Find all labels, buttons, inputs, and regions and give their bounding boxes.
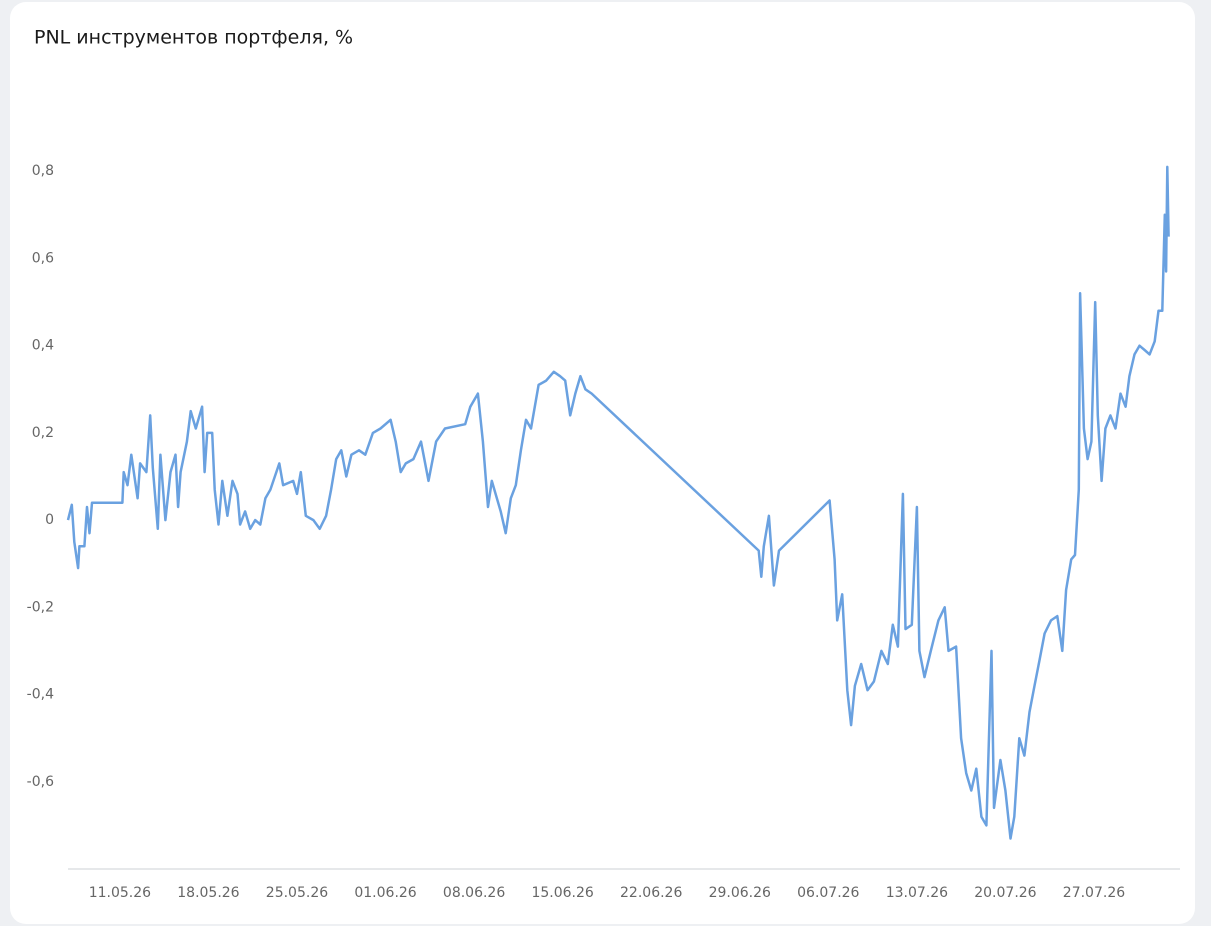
x-tick-label: 20.07.26 <box>974 885 1036 901</box>
x-tick-label: 27.07.26 <box>1063 885 1125 901</box>
card <box>10 2 1195 924</box>
x-tick-label: 29.06.26 <box>709 885 771 901</box>
x-tick-label: 08.06.26 <box>443 885 505 901</box>
y-tick-label: 0,8 <box>32 163 54 179</box>
y-tick-label: -0,4 <box>27 687 54 703</box>
y-tick-label: -0,6 <box>27 774 54 790</box>
x-tick-label: 13.07.26 <box>886 885 948 901</box>
x-tick-label: 01.06.26 <box>354 885 416 901</box>
x-tick-label: 25.05.26 <box>266 885 328 901</box>
y-tick-label: 0,4 <box>32 338 54 354</box>
x-tick-label: 22.06.26 <box>620 885 682 901</box>
x-tick-label: 15.06.26 <box>531 885 593 901</box>
x-tick-label: 11.05.26 <box>89 885 151 901</box>
chart-title: PNL инструментов портфеля, % <box>34 27 353 49</box>
line-series <box>66 165 1170 840</box>
x-tick-label: 06.07.26 <box>797 885 859 901</box>
y-tick-label: 0,6 <box>32 250 54 266</box>
y-tick-label: 0,2 <box>32 425 54 441</box>
y-tick-label: 0 <box>45 512 54 528</box>
x-tick-label: 18.05.26 <box>177 885 239 901</box>
y-tick-label: -0,2 <box>27 599 54 615</box>
